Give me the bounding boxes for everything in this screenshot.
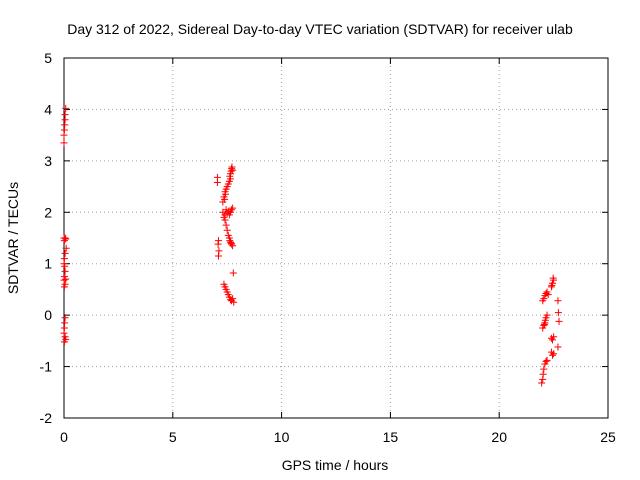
data-point [61,111,69,119]
data-point [223,226,231,234]
y-tick-label: 1 [44,256,52,272]
data-point [62,244,70,252]
data-point [222,221,230,229]
data-point [555,317,563,325]
data-point [221,190,229,198]
y-tick-label: 0 [44,307,52,323]
y-tick-label: 5 [44,50,52,66]
data-point [540,320,548,328]
data-point [214,252,222,260]
data-point [540,365,548,373]
y-tick-label: 4 [44,101,52,117]
data-point [543,311,551,319]
data-point [213,178,221,186]
y-tick-label: 3 [44,153,52,169]
y-tick-label: -1 [40,359,53,375]
x-tick-label: 25 [600,429,616,445]
x-tick-label: 15 [383,429,399,445]
x-tick-label: 20 [491,429,507,445]
data-point [228,163,236,171]
x-tick-label: 0 [60,429,68,445]
data-point [542,357,550,365]
data-point [544,291,552,299]
data-point [60,329,68,337]
grid [64,58,608,418]
data-point [62,104,70,112]
data-point [62,275,70,283]
data-point [226,175,234,183]
data-point [229,295,237,303]
plot-frame [63,57,609,419]
data-point [549,351,557,359]
y-axis-label: SDTVAR / TECUs [5,182,21,294]
chart-title: Day 312 of 2022, Sidereal Day-to-day VTE… [67,21,573,37]
data-point [548,281,556,289]
x-axis-label: GPS time / hours [282,457,389,473]
data-point [228,206,236,214]
data-point [554,309,562,317]
data-point [539,370,547,378]
data-point [60,283,68,291]
y-tick-label: -2 [40,410,53,426]
data-point [221,195,229,203]
data-point [549,336,557,344]
y-tick-label: 2 [44,204,52,220]
data-point [230,298,238,306]
data-point [554,297,562,305]
data-point [229,269,237,277]
axis-ticks: 0 5 10 15 20 25 -2 -1 0 1 2 3 4 5 [40,50,616,445]
data-point [554,343,562,351]
x-tick-label: 10 [274,429,290,445]
data-point [214,240,222,248]
data-point [227,239,235,247]
data-point [61,267,69,275]
data-point [62,235,70,243]
data-point [538,379,546,387]
data-point [549,274,557,282]
data-point [60,276,68,284]
x-tick-label: 5 [169,429,177,445]
data-point [221,216,229,224]
data-point [543,356,551,364]
data-point [61,249,69,257]
data-point [550,350,558,358]
data-point [229,204,237,212]
data-points [60,104,563,387]
data-point [540,295,548,303]
data-point [60,338,68,346]
data-point [61,234,69,242]
data-point [60,139,68,147]
data-point [229,166,237,174]
data-point [550,333,558,341]
